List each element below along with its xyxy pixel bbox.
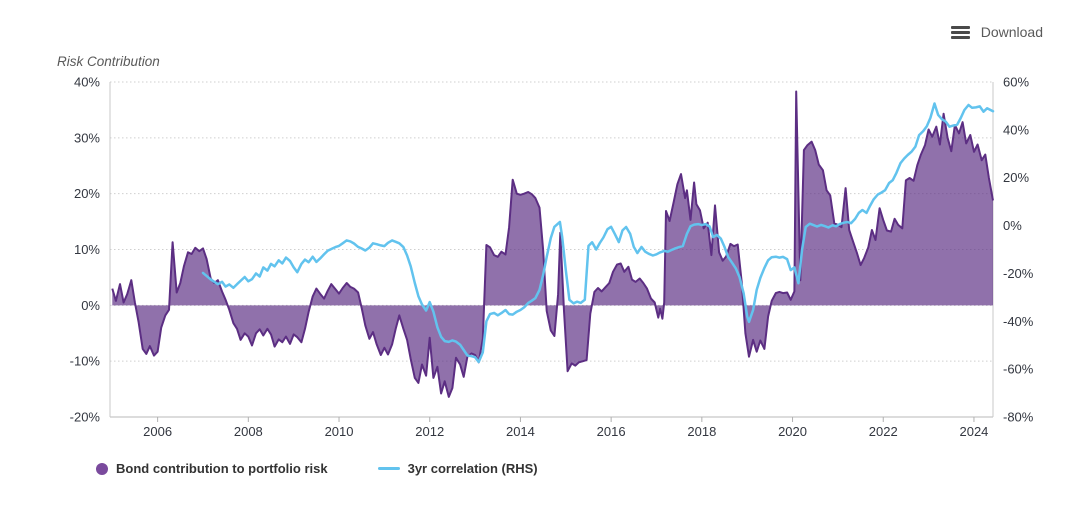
x-axis-label: 2008 <box>234 424 263 439</box>
y-axis-left-label: 40% <box>74 75 100 90</box>
x-axis-label: 2010 <box>325 424 354 439</box>
y-axis-right-label: -20% <box>1003 266 1034 281</box>
y-axis-right-label: 60% <box>1003 75 1029 90</box>
bond-series-marker-icon <box>96 462 108 475</box>
legend-label-3yr-correlation: 3yr correlation (RHS) <box>407 461 538 476</box>
download-button-label: Download <box>980 24 1043 40</box>
y-axis-right-label: 20% <box>1003 170 1029 185</box>
bond-contribution-area <box>112 91 994 397</box>
y-axis-left-label: 20% <box>74 186 100 201</box>
x-axis-label: 2024 <box>959 424 988 439</box>
y-axis-left-label: 0% <box>81 298 100 313</box>
x-axis-label: 2006 <box>143 424 172 439</box>
x-axis-label: 2018 <box>687 424 716 439</box>
y-axis-right-label: -60% <box>1003 362 1034 377</box>
x-axis-label: 2016 <box>597 424 626 439</box>
correlation-series-marker-icon <box>377 466 400 471</box>
x-axis-label: 2012 <box>415 424 444 439</box>
legend-item-3yr-correlation[interactable]: 3yr correlation (RHS) <box>377 461 538 476</box>
chart-legend: Bond contribution to portfolio risk 3yr … <box>96 461 538 476</box>
y-axis-left-label: -10% <box>70 354 101 369</box>
y-axis-right-label: 40% <box>1003 122 1029 137</box>
y-axis-left-label: 10% <box>74 242 100 257</box>
x-axis-label: 2022 <box>869 424 898 439</box>
chart-title: Risk Contribution <box>57 54 160 69</box>
y-axis-left-label: 30% <box>74 130 100 145</box>
y-axis-right-label: 0% <box>1003 218 1022 233</box>
x-axis-label: 2020 <box>778 424 807 439</box>
download-button[interactable]: Download <box>950 24 1043 40</box>
x-axis-label: 2014 <box>506 424 535 439</box>
bond-contribution-line <box>111 90 994 398</box>
hamburger-menu-icon <box>950 25 970 39</box>
legend-label-bond-contribution: Bond contribution to portfolio risk <box>116 461 328 476</box>
y-axis-right-label: -40% <box>1003 314 1034 329</box>
y-axis-right-label: -80% <box>1003 410 1034 425</box>
legend-item-bond-contribution[interactable]: Bond contribution to portfolio risk <box>96 461 328 476</box>
correlation-line <box>201 102 995 364</box>
y-axis-left-label: -20% <box>70 410 101 425</box>
